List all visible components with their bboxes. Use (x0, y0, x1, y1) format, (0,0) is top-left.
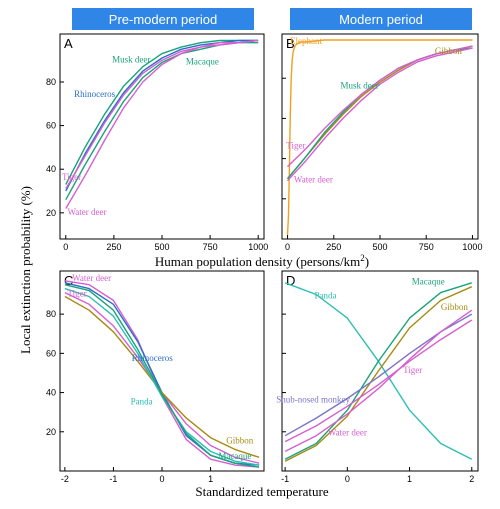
panel-d-label-panda: Panda (315, 290, 337, 300)
panel-c-label-macaque: Macaque (218, 451, 251, 461)
panel-c-ytick-label-20: 20 (46, 427, 56, 437)
panel-a-xtick-label-500: 500 (154, 242, 169, 252)
panel-a: 20 40 60 80 0 250 500 750 1000 A Musk deer Macaque R… (46, 33, 268, 252)
panel-d-letter: D (286, 273, 295, 288)
period-banner-modern-label: Modern period (339, 11, 423, 27)
panel-a-label-macaque: Macaque (186, 57, 219, 67)
panel-a-ytick-label-80: 80 (46, 77, 56, 87)
panel-c-ytick-label-40: 40 (46, 388, 56, 398)
panel-a-label-tiger: Tiger (62, 172, 81, 182)
panel-a-line-musk-deer (65, 39, 259, 185)
panel-b-letter: B (286, 36, 295, 51)
panel-c-label-water-deer: Water deer (72, 273, 111, 283)
x-axis-title-density-sup: 2 (360, 253, 365, 263)
panel-d-label-snub-nosed-monkey: Snub-nosed monkey (276, 394, 350, 404)
panel-c-label-tiger: Tiger (67, 288, 86, 298)
panel-d-xtick-label-0: 0 (345, 474, 350, 484)
x-axis-title-density: Human population density (persons/km2) (155, 253, 369, 269)
panel-b-line-gibbon (286, 45, 473, 180)
panel-b-xtick-label-750: 750 (419, 242, 434, 252)
panel-b-label-water-deer: Water deer (294, 175, 333, 185)
panel-d-frame (281, 270, 479, 472)
panel-c-xtick-label-2: -2 (61, 474, 69, 484)
panel-a-line-tiger (65, 39, 259, 190)
panel-c-xtick-label-0: 0 (159, 474, 164, 484)
panel-c-ytick-label-60: 60 (46, 348, 56, 358)
panel-c-label-rhinoceros: Rhinoceros (132, 353, 173, 363)
y-axis-title: Local extinction probability (%) (18, 186, 33, 354)
panel-a-line-rhinoceros (65, 39, 259, 192)
panel-a-ytick-label-40: 40 (46, 164, 56, 174)
panel-d-xtick-label-1: -1 (281, 474, 289, 484)
panel-b-line-water-deer (286, 47, 473, 182)
panel-c-xtick-label-1: -1 (109, 474, 117, 484)
period-banner-modern: Modern period (290, 8, 472, 30)
x-axis-title-temperature: Standardized temperature (195, 484, 328, 499)
panel-d-label-macaque: Macaque (412, 277, 445, 287)
panel-d-xtick-label-1: 1 (407, 474, 412, 484)
panel-b-label-musk-deer: Musk deer (341, 80, 379, 90)
panel-d-line-macaque (284, 282, 473, 460)
panel-b-xtick-label-500: 500 (372, 242, 387, 252)
panel-b-xtick-label-250: 250 (326, 242, 341, 252)
panel-c-xtick-label-1: 1 (208, 474, 213, 484)
panel-c-label-panda: Panda (131, 396, 153, 406)
panel-c-line-panda (64, 287, 260, 466)
panel-d-line-water-deer (284, 309, 473, 453)
panel-d-label-water-deer: Water deer (328, 428, 367, 438)
panel-d-label-gibbon: Gibbon (441, 302, 469, 312)
panel-a-ytick-label-60: 60 (46, 121, 56, 131)
panel-a-xtick-label-250: 250 (106, 242, 121, 252)
panel-a-label-rhinoceros: Rhinoceros (74, 89, 115, 99)
panel-a-label-water-deer: Water deer (67, 207, 106, 217)
panel-b-line-musk-deer (286, 47, 473, 180)
panel-a-xtick-label-1000: 1000 (248, 242, 268, 252)
panel-c-line-macaque (64, 284, 260, 468)
panel-a-line-macaque (65, 42, 259, 201)
period-banner-pre-modern: Pre-modern period (72, 8, 254, 30)
panel-b-label-elephant: Elephant (290, 36, 322, 46)
panel-b-xtick-label-1000: 1000 (462, 242, 482, 252)
panel-d-line-snub-nosed-monkey (284, 313, 473, 437)
panel-b-frame (281, 33, 479, 240)
panel-d-line-tiger (284, 319, 473, 443)
panel-a-line-water-deer (65, 39, 259, 209)
panel-a-label-musk-deer: Musk deer (112, 54, 150, 64)
panel-b-xtick-label-0: 0 (285, 242, 290, 252)
panel-d-line-gibbon (284, 286, 473, 462)
panel-a-xtick-label-750: 750 (203, 242, 218, 252)
x-axis-title-density-text: Human population density (persons/km (155, 254, 360, 269)
panel-c-ytick-label-80: 80 (46, 309, 56, 319)
period-banner-pre-modern-label: Pre-modern period (108, 11, 218, 27)
panel-c-letter: C (64, 273, 73, 288)
panel-c-label-gibbon: Gibbon (226, 436, 254, 446)
panel-a-ytick-label-20: 20 (46, 208, 56, 218)
x-axis-title-density-suffix: ) (365, 254, 369, 269)
panel-b-label-gibbon: Gibbon (435, 46, 463, 56)
panel-b-line-elephant (286, 39, 473, 236)
panel-a-xtick-label-0: 0 (63, 242, 68, 252)
panel-b-label-tiger: Tiger (286, 141, 305, 151)
panel-d-xtick-label-2: 2 (469, 474, 474, 484)
panel-c-line-gibbon (64, 295, 260, 458)
panel-b-line-tiger (287, 45, 473, 168)
panel-d-label-tiger: Tiger (403, 365, 422, 375)
panel-d: -1 0 1 2 D Panda Macaque Gibbon Tiger Snub-nosed … (276, 270, 479, 484)
panel-a-letter: A (64, 36, 73, 51)
